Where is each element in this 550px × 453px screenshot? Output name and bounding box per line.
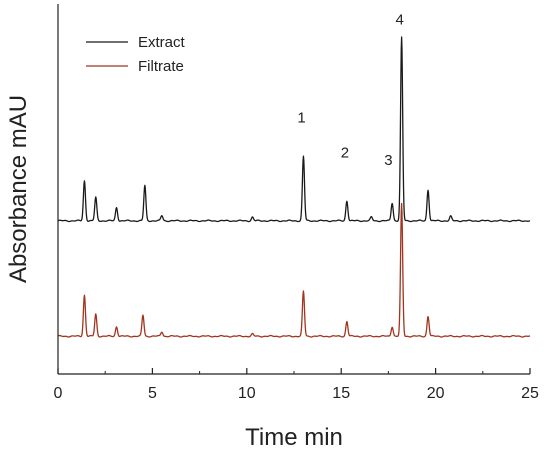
x-tick-label-10: 10 [238,385,256,402]
x-tick-label-5: 5 [148,385,157,402]
legend-label-extract: Extract [138,34,186,51]
y-axis-title: Absorbance mAU [5,95,32,283]
x-tick-label-15: 15 [332,385,350,402]
x-axis-title: Time min [245,424,343,451]
legend-label-filtrate: Filtrate [138,58,184,75]
traces-layer [57,36,531,338]
x-tick-label-20: 20 [427,385,445,402]
x-tick-label-0: 0 [54,385,63,402]
peak-annotations: 1 2 3 4 [297,11,404,169]
x-tick-label-25: 25 [521,385,539,402]
series-line-filtrate [57,202,531,338]
peak-label-3: 3 [384,152,392,169]
peak-label-4: 4 [396,11,404,28]
legend: Extract Filtrate [86,34,186,75]
axes-layer: 0 5 10 15 20 25 [54,4,539,402]
peak-label-1: 1 [297,109,305,126]
series-line-extract [57,36,531,223]
peak-label-2: 2 [341,145,349,162]
